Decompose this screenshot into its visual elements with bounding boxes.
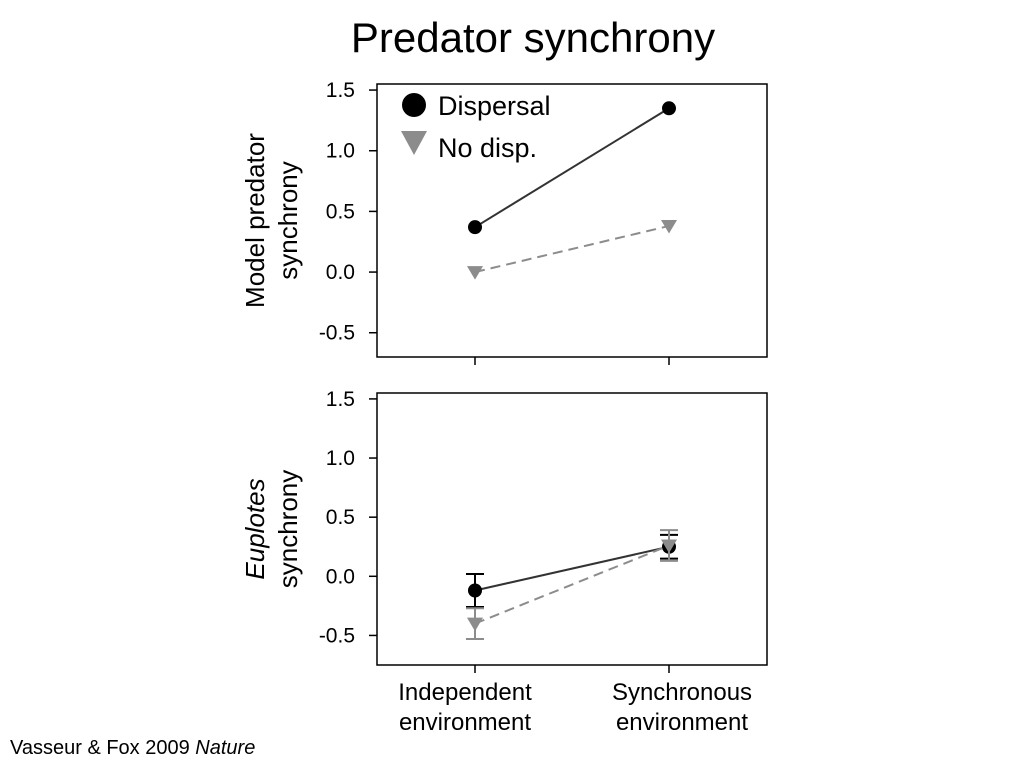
y-axis-label-line: Model predator — [240, 133, 270, 308]
y-tick-label: 1.5 — [326, 79, 355, 102]
y-axis-label: Euplotes synchrony — [240, 470, 303, 589]
y-tick-label: 0.0 — [326, 261, 355, 284]
y-tick-label: -0.5 — [319, 322, 355, 345]
y-tick-label: 1.5 — [326, 388, 355, 411]
y-tick-label: 0.5 — [326, 506, 355, 529]
y-axis-label-line: synchrony — [273, 470, 303, 589]
series-line — [474, 544, 670, 625]
y-axis-label-line: Euplotes — [240, 478, 270, 579]
plot-frame — [376, 392, 768, 666]
data-point-no-dispersal — [467, 266, 483, 280]
panel-bottom: 1.5 1.0 0.5 0.0 -0.5 Euplotes synchrony Indepen… — [240, 388, 768, 736]
series-line — [474, 224, 670, 274]
x-category-label: Synchronous — [612, 679, 752, 706]
x-category-label: environment — [616, 709, 748, 736]
citation: Vasseur & Fox 2009 Nature — [10, 736, 255, 760]
y-tick-label: -0.5 — [319, 624, 355, 647]
legend: Dispersal No disp. — [401, 91, 551, 163]
panel-top: 1.5 1.0 0.5 0.0 -0.5 Model predator synchrony D… — [240, 79, 768, 365]
slide-title: Predator synchrony — [350, 14, 716, 61]
x-category-label: Independent — [398, 679, 532, 706]
legend-label: No disp. — [438, 133, 537, 163]
y-axis-label-line: synchrony — [273, 161, 303, 280]
data-point-no-dispersal — [661, 539, 677, 554]
data-point-no-dispersal — [661, 219, 677, 234]
plot-frame — [376, 83, 768, 358]
y-tick-label: 1.0 — [326, 447, 355, 470]
citation-journal: Nature — [195, 737, 256, 759]
citation-authors: Vasseur & Fox 2009 — [10, 737, 196, 759]
data-point-dispersal — [468, 583, 482, 598]
data-point-dispersal — [662, 101, 676, 116]
legend-label: Dispersal — [438, 91, 551, 121]
series-line — [474, 545, 670, 592]
y-tick-label: 0.0 — [326, 565, 355, 588]
series-line — [474, 107, 670, 229]
y-tick-label: 0.5 — [326, 200, 355, 223]
data-point-no-dispersal — [467, 617, 483, 632]
data-point-dispersal — [468, 220, 482, 235]
x-category-label: environment — [399, 709, 531, 736]
legend-marker-no-dispersal — [401, 131, 427, 155]
legend-marker-dispersal — [402, 93, 426, 117]
y-tick-label: 1.0 — [326, 140, 355, 163]
y-axis-label: Model predator synchrony — [240, 133, 303, 308]
